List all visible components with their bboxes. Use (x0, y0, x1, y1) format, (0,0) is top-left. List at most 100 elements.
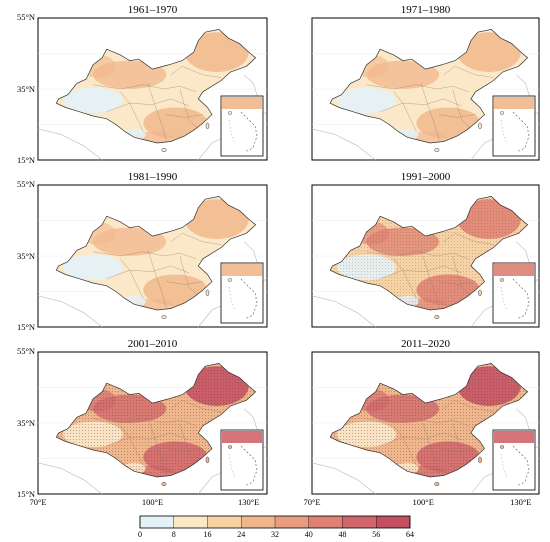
coastline (516, 241, 531, 265)
province-boundary (443, 400, 494, 412)
province-boundary (106, 432, 190, 446)
longitude-label: 130°E (238, 497, 259, 507)
latitude-label: 15°N (17, 322, 35, 332)
value-field (457, 32, 521, 72)
inset-island (499, 278, 505, 282)
province-boundary (380, 432, 462, 446)
province-boundary (179, 255, 199, 296)
inset-coast (228, 119, 236, 145)
province-boundary (393, 91, 403, 104)
province-boundary (120, 258, 130, 271)
latitude-label: 15°N (17, 489, 35, 499)
province-boundary (170, 66, 222, 78)
province-boundary (439, 114, 476, 118)
province-boundary (170, 233, 222, 245)
province-boundary (420, 417, 440, 475)
province-boundary (179, 88, 199, 129)
province-boundary (120, 91, 130, 104)
province-boundary (402, 437, 417, 466)
province-boundary (366, 418, 469, 426)
map-panel: 1971–1980 (311, 4, 540, 161)
latitude-label: 35°N (17, 251, 35, 261)
longitude-label: 130°E (510, 497, 531, 507)
map-panel: 2001–2010 55°N 35°N 15°N70°E 100°E 130°E (17, 338, 268, 507)
latitude-label: 35°N (17, 84, 35, 94)
province-boundary (393, 258, 403, 271)
nine-dash-line (512, 278, 530, 320)
nine-dash-line (512, 111, 530, 153)
colorbar-swatch (376, 516, 410, 528)
inset-island (227, 278, 233, 282)
province-boundary (402, 270, 417, 299)
value-field (143, 107, 208, 139)
national-border (55, 196, 257, 311)
nine-dash-line (240, 445, 258, 487)
colorbar-swatch (308, 516, 343, 528)
latitude-label: 55°N (17, 346, 35, 356)
hainan-island (161, 482, 167, 486)
national-border (55, 29, 257, 144)
inset-mainland (494, 264, 534, 276)
panel-title: 1981–1990 (128, 171, 178, 183)
national-border (329, 363, 529, 478)
colorbar: 0 8 16 24 32 40 48 56 64 (138, 515, 414, 539)
province-boundary (179, 422, 199, 463)
taiwan-island (205, 122, 210, 130)
province-boundary (166, 448, 203, 452)
taiwan-island (478, 122, 482, 130)
panel-title: 1961–1970 (128, 4, 178, 16)
inset-coast (228, 453, 236, 479)
colorbar-tick-label: 8 (172, 530, 176, 539)
colorbar-swatch (207, 516, 242, 528)
colorbar-swatch (241, 516, 275, 528)
province-boundary (443, 233, 494, 245)
province-boundary (147, 250, 167, 308)
inset-coast (500, 119, 508, 145)
province-boundary (443, 66, 494, 78)
coastline (516, 408, 531, 432)
longitude-label: 70°E (303, 497, 320, 507)
significance-stipple (56, 363, 256, 477)
inset-island (227, 111, 233, 115)
coastline (243, 74, 259, 98)
province-boundary (452, 422, 472, 463)
panel-title: 2011–2020 (401, 338, 451, 350)
significance-stipple (330, 196, 528, 310)
hainan-island (161, 315, 167, 319)
inset-mainland (222, 431, 262, 443)
province-boundary (420, 83, 440, 141)
province-boundary (402, 103, 417, 132)
latitude-label: 35°N (17, 418, 35, 428)
province-boundary (452, 88, 472, 129)
taiwan-island (205, 456, 210, 464)
taiwan-island (205, 289, 210, 297)
colorbar-tick-label: 40 (305, 530, 313, 539)
province-boundary (147, 83, 167, 141)
panel-title: 2001–2010 (128, 338, 178, 350)
map-panel: 1961–1970 55°N 35°N 15°N (17, 4, 268, 165)
coastline (311, 128, 376, 161)
province-boundary (439, 281, 476, 285)
province-boundary (420, 250, 440, 308)
value-field (184, 32, 249, 72)
inset-coast (500, 286, 508, 312)
colorbar-tick-label: 16 (204, 530, 212, 539)
latitude-label: 55°N (17, 179, 35, 189)
hainan-island (434, 315, 440, 319)
nine-dash-line (240, 111, 258, 153)
significance-stipple (330, 363, 528, 477)
map-panel: 2011–2020 70°E 100°E 130°E (303, 338, 540, 507)
province-boundary (106, 98, 190, 112)
province-boundary (92, 418, 197, 426)
coastline (311, 462, 376, 495)
colorbar-tick-label: 24 (237, 530, 245, 539)
colorbar-tick-label: 0 (138, 530, 142, 539)
taiwan-island (478, 456, 482, 464)
province-boundary (129, 437, 144, 466)
national-border (329, 196, 529, 311)
map-panel: 1991–2000 (311, 171, 540, 328)
province-boundary (380, 265, 462, 279)
map-panel: 1981–1990 55°N 35°N 15°N (17, 171, 268, 332)
colorbar-tick-label: 32 (271, 530, 279, 539)
